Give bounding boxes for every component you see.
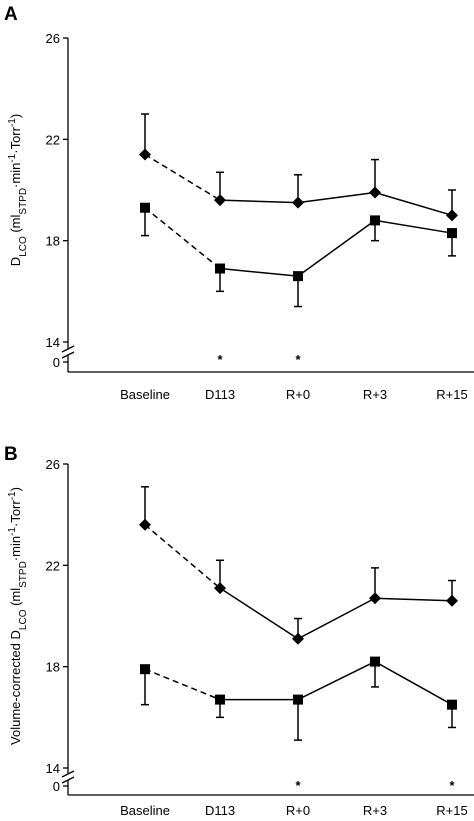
x-tick-label: Baseline: [120, 803, 170, 818]
square-marker: [140, 664, 150, 675]
y-axis-label-part: ·Torr: [8, 126, 23, 153]
y-tick-label: 0: [53, 355, 60, 370]
diamond-marker: [292, 196, 304, 209]
diamond-marker: [369, 186, 381, 199]
square-marker: [447, 228, 457, 239]
line-segment: [144, 207, 221, 270]
y-tick-label: 26: [46, 31, 60, 46]
line-segment: [219, 199, 299, 204]
axis-break: [61, 776, 75, 784]
square-marker: [140, 202, 150, 213]
y-axis-label-part: D: [8, 257, 23, 266]
y-axis-label-part: STPD: [18, 561, 29, 588]
y-axis-label-part: Volume-corrected D: [8, 630, 23, 745]
y-axis-label-part: (ml: [8, 215, 23, 237]
y-tick-label: 22: [46, 558, 60, 573]
square-marker: [370, 215, 380, 226]
y-axis-label: Volume-corrected DLCO (mlSTPD·min-1·Torr…: [7, 487, 29, 745]
line-segment: [144, 153, 221, 201]
x-tick-label: R+0: [286, 387, 310, 402]
y-axis-label-part: ·min: [8, 536, 23, 561]
y-axis-label-part: LCO: [18, 609, 29, 630]
significance-mark: *: [449, 778, 455, 793]
line-segment: [374, 219, 453, 234]
square-marker: [370, 656, 380, 667]
y-tick-label: 14: [46, 335, 60, 350]
y-axis-label-part: STPD: [18, 188, 29, 215]
y-tick-label: 18: [46, 660, 60, 675]
diamond-marker: [446, 594, 458, 607]
line-segment: [219, 267, 299, 277]
panel-title: B: [4, 444, 18, 465]
line-segment: [374, 660, 453, 706]
x-tick-label: D113: [205, 387, 235, 402]
significance-mark: *: [295, 778, 301, 793]
y-axis-label-part: ): [8, 114, 23, 118]
square-marker: [447, 699, 457, 710]
y-axis-label-part: LCO: [18, 236, 29, 257]
diamond-marker: [139, 518, 151, 531]
y-axis-label-part: ): [8, 487, 23, 491]
line-segment: [219, 587, 299, 640]
y-tick-label: 26: [46, 457, 60, 472]
y-axis-label-part: -1: [7, 153, 18, 162]
y-axis-label: DLCO (mlSTPD·min-1·Torr-1): [7, 114, 29, 266]
y-axis-label-part: -1: [7, 527, 18, 536]
x-tick-label: R+0: [286, 803, 310, 818]
x-tick-label: Baseline: [120, 387, 170, 402]
x-tick-label: R+15: [436, 387, 467, 402]
line-segment: [297, 219, 376, 277]
diamond-marker: [139, 148, 151, 161]
x-tick-label: D113: [205, 803, 235, 818]
x-tick-label: R+15: [436, 803, 467, 818]
line-segment: [297, 660, 376, 701]
y-tick-label: 22: [46, 132, 60, 147]
y-tick-label: 14: [46, 761, 60, 776]
diamond-marker: [446, 209, 458, 222]
axis-break: [61, 351, 75, 359]
line-segment: [374, 191, 453, 217]
line-segment: [297, 191, 376, 204]
significance-mark: *: [217, 352, 223, 367]
line-segment: [144, 524, 221, 589]
line-segment: [144, 668, 221, 701]
y-axis-label-part: ·Torr: [8, 500, 23, 527]
y-tick-label: 0: [53, 779, 60, 794]
y-axis-label-part: -1: [7, 491, 18, 500]
diamond-marker: [214, 194, 226, 207]
line-segment: [374, 597, 453, 602]
y-axis-label-part: (ml: [8, 588, 23, 610]
square-marker: [215, 694, 225, 705]
diamond-marker: [292, 632, 304, 645]
y-tick-label: 18: [46, 234, 60, 249]
axis-break: [61, 345, 75, 353]
panel-title: A: [4, 4, 18, 25]
axis-break: [61, 770, 75, 778]
y-axis-label-part: ·min: [8, 163, 23, 188]
significance-mark: *: [295, 352, 301, 367]
y-axis-label-part: -1: [7, 118, 18, 127]
square-marker: [293, 694, 303, 705]
line-segment: [297, 597, 376, 640]
x-tick-label: R+3: [363, 803, 387, 818]
diamond-marker: [369, 592, 381, 605]
x-tick-label: R+3: [363, 387, 387, 402]
square-marker: [293, 271, 303, 282]
square-marker: [215, 263, 225, 274]
diamond-marker: [214, 582, 226, 595]
